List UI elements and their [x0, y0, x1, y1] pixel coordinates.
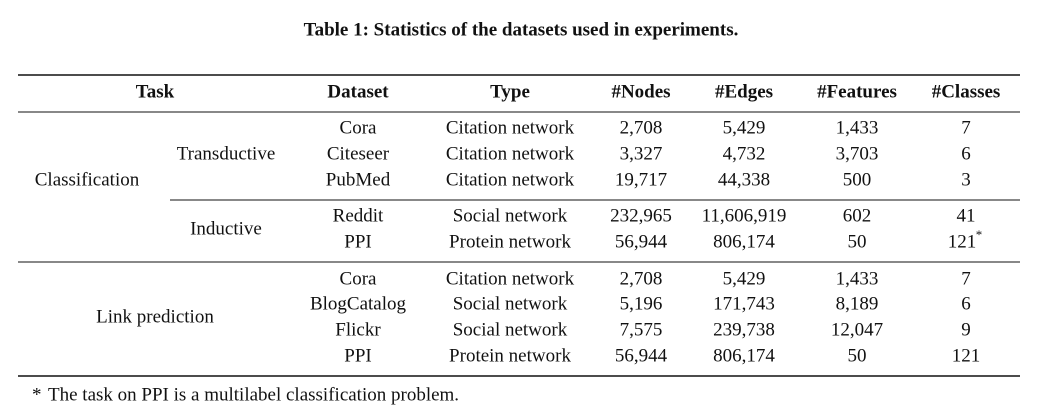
- table-cell: 8,189: [836, 293, 879, 314]
- table-cell: 239,738: [713, 319, 775, 340]
- footnote-mark: *: [976, 227, 983, 242]
- table-cell: 232,965: [610, 205, 672, 226]
- table-cell: Citation network: [446, 117, 575, 138]
- table-cell: 500: [843, 169, 872, 190]
- footnote-mark: *: [32, 384, 42, 405]
- table-cell: 9: [961, 319, 971, 340]
- table-cell: BlogCatalog: [310, 293, 407, 314]
- table-cell: 6: [961, 143, 971, 164]
- table-cell: Protein network: [449, 231, 571, 252]
- table-cell: Reddit: [333, 205, 384, 226]
- table-cell: 19,717: [615, 169, 667, 190]
- table-cell: Social network: [453, 319, 568, 340]
- table-cell: PubMed: [326, 169, 391, 190]
- table-cell: PPI: [344, 345, 371, 366]
- header-cell: #Nodes: [611, 81, 670, 102]
- table-cell: 5,429: [723, 268, 766, 289]
- table-cell: 6: [961, 293, 971, 314]
- header-cell: Task: [136, 81, 175, 102]
- table-cell: 171,743: [713, 293, 775, 314]
- table-cell: 5,196: [620, 293, 663, 314]
- table-cell: 806,174: [713, 231, 775, 252]
- table-cell: Flickr: [335, 319, 381, 340]
- table-cell: Citation network: [446, 143, 575, 164]
- table-caption: Table 1: Statistics of the datasets used…: [304, 19, 739, 40]
- table-cell: 7,575: [620, 319, 663, 340]
- table-cell: Citation network: [446, 268, 575, 289]
- table-cell: Cora: [340, 117, 378, 138]
- table-cell: 3,327: [620, 143, 663, 164]
- table-cell: 50: [848, 231, 867, 252]
- table-cell: 4,732: [723, 143, 766, 164]
- header-cell: Dataset: [327, 81, 389, 102]
- table-cell: 121: [948, 231, 977, 252]
- task-label: Link prediction: [96, 306, 214, 327]
- table-cell: Social network: [453, 293, 568, 314]
- table-cell: 7: [961, 117, 971, 138]
- table-cell: PPI: [344, 231, 371, 252]
- table-cell: 3: [961, 169, 971, 190]
- subtask-label: Inductive: [190, 218, 262, 239]
- header-cell: Type: [490, 81, 530, 102]
- table-cell: 1,433: [836, 268, 879, 289]
- table-cell: Protein network: [449, 345, 571, 366]
- footnote: The task on PPI is a multilabel classifi…: [48, 384, 459, 405]
- table-cell: 7: [961, 268, 971, 289]
- header-cell: #Classes: [932, 81, 1001, 102]
- subtask-label: Transductive: [177, 143, 276, 164]
- table-cell: 44,338: [718, 169, 770, 190]
- table-cell: 806,174: [713, 345, 775, 366]
- table-cell: 11,606,919: [702, 205, 787, 226]
- table-cell: 1,433: [836, 117, 879, 138]
- table-cell: 56,944: [615, 231, 668, 252]
- table-cell: Social network: [453, 205, 568, 226]
- table-cell: 56,944: [615, 345, 668, 366]
- table-cell: 602: [843, 205, 872, 226]
- table-cell: Citation network: [446, 169, 575, 190]
- table-cell: 50: [848, 345, 867, 366]
- table-cell: 2,708: [620, 268, 663, 289]
- table-cell: 5,429: [723, 117, 766, 138]
- table-cell: 41: [957, 205, 976, 226]
- table-cell: 2,708: [620, 117, 663, 138]
- task-label: Classification: [35, 169, 140, 190]
- table-cell: Citeseer: [327, 143, 390, 164]
- table-cell: 121: [952, 345, 981, 366]
- table-cell: 3,703: [836, 143, 879, 164]
- header-cell: #Edges: [715, 81, 773, 102]
- table-cell: Cora: [340, 268, 378, 289]
- header-cell: #Features: [817, 81, 897, 102]
- table-cell: 12,047: [831, 319, 883, 340]
